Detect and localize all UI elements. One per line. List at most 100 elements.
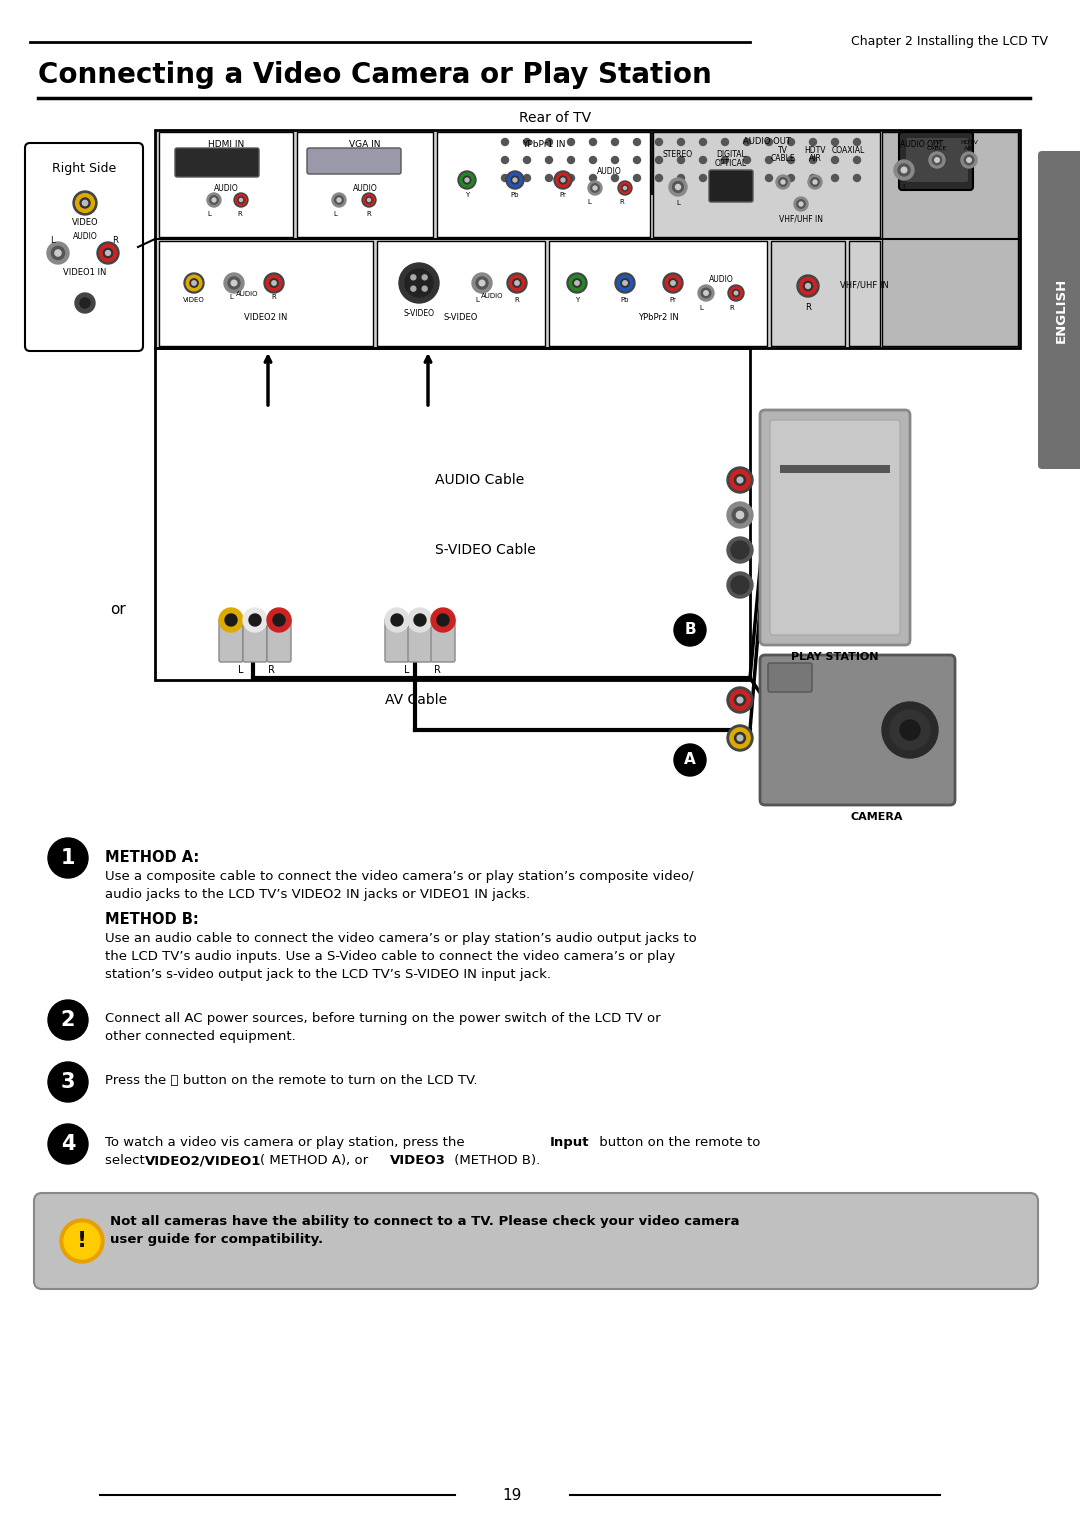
- Circle shape: [567, 138, 575, 146]
- Text: L: L: [699, 305, 703, 311]
- FancyBboxPatch shape: [175, 149, 259, 178]
- Text: To watch a video vis camera or play station, press the: To watch a video vis camera or play stat…: [105, 1137, 469, 1149]
- Circle shape: [853, 138, 861, 146]
- FancyBboxPatch shape: [159, 132, 293, 237]
- Circle shape: [545, 156, 553, 164]
- Circle shape: [545, 138, 553, 146]
- Circle shape: [721, 175, 729, 181]
- Text: CAMERA: CAMERA: [851, 812, 903, 823]
- Text: STEREO: STEREO: [663, 150, 693, 159]
- FancyBboxPatch shape: [549, 241, 767, 346]
- Circle shape: [590, 175, 596, 181]
- Circle shape: [405, 270, 433, 297]
- Text: R: R: [730, 305, 734, 311]
- Text: Right Side: Right Side: [52, 162, 117, 175]
- Circle shape: [721, 138, 729, 146]
- Circle shape: [48, 242, 69, 264]
- Text: R: R: [433, 665, 441, 676]
- Circle shape: [634, 138, 640, 146]
- Circle shape: [700, 175, 706, 181]
- Circle shape: [832, 175, 838, 181]
- Circle shape: [186, 276, 202, 291]
- Circle shape: [384, 608, 409, 633]
- Circle shape: [207, 193, 221, 207]
- Text: Use an audio cable to connect the video camera’s or play station’s audio output : Use an audio cable to connect the video …: [105, 931, 697, 945]
- Circle shape: [569, 276, 584, 291]
- Text: L: L: [676, 201, 680, 205]
- Circle shape: [738, 476, 743, 483]
- Text: R: R: [515, 297, 519, 303]
- Circle shape: [674, 614, 706, 647]
- Circle shape: [82, 201, 87, 205]
- Circle shape: [677, 138, 685, 146]
- Circle shape: [408, 608, 432, 633]
- Text: YPbPr1 IN: YPbPr1 IN: [522, 139, 565, 149]
- Text: R: R: [272, 294, 276, 300]
- Text: S-VIDEO: S-VIDEO: [444, 313, 478, 322]
- Text: Connecting a Video Camera or Play Station: Connecting a Video Camera or Play Statio…: [38, 61, 712, 89]
- Text: R: R: [268, 665, 274, 676]
- Text: YPbPr2 IN: YPbPr2 IN: [637, 313, 678, 322]
- Text: S-VIDEO Cable: S-VIDEO Cable: [435, 542, 536, 558]
- Text: VIDEO3: VIDEO3: [390, 1154, 446, 1167]
- FancyBboxPatch shape: [243, 617, 267, 662]
- Circle shape: [727, 725, 753, 751]
- Circle shape: [270, 279, 279, 286]
- Circle shape: [797, 199, 806, 208]
- Circle shape: [727, 538, 753, 562]
- Text: VGA IN: VGA IN: [349, 139, 381, 149]
- Circle shape: [623, 187, 626, 190]
- Text: Chapter 2 Installing the LCD TV: Chapter 2 Installing the LCD TV: [851, 35, 1048, 49]
- Text: 19: 19: [502, 1488, 522, 1503]
- Text: HDTV
AIR: HDTV AIR: [960, 139, 977, 150]
- Circle shape: [267, 608, 291, 633]
- Text: VIDEO1 IN: VIDEO1 IN: [64, 268, 107, 277]
- Circle shape: [811, 178, 820, 187]
- Circle shape: [611, 138, 619, 146]
- Circle shape: [501, 138, 509, 146]
- Circle shape: [734, 475, 745, 486]
- Circle shape: [731, 541, 750, 559]
- Text: B: B: [685, 622, 696, 637]
- Circle shape: [743, 138, 751, 146]
- Circle shape: [184, 273, 204, 293]
- Circle shape: [738, 735, 743, 741]
- Circle shape: [621, 279, 630, 286]
- Circle shape: [593, 185, 597, 190]
- FancyBboxPatch shape: [159, 241, 373, 346]
- Circle shape: [727, 467, 753, 493]
- Text: Rear of TV: Rear of TV: [518, 110, 591, 126]
- Text: S-VIDEO: S-VIDEO: [404, 309, 434, 319]
- Text: 2: 2: [60, 1010, 76, 1030]
- Circle shape: [559, 176, 567, 184]
- Circle shape: [210, 196, 218, 204]
- Circle shape: [620, 182, 631, 193]
- Circle shape: [219, 608, 243, 633]
- Circle shape: [515, 280, 519, 285]
- Circle shape: [554, 172, 572, 188]
- Circle shape: [410, 286, 416, 291]
- Text: ENGLISH: ENGLISH: [1054, 277, 1067, 343]
- Circle shape: [73, 192, 97, 214]
- FancyBboxPatch shape: [1038, 152, 1080, 469]
- Circle shape: [728, 285, 744, 300]
- Text: or: or: [110, 602, 125, 617]
- FancyBboxPatch shape: [431, 617, 455, 662]
- Text: R: R: [112, 236, 118, 245]
- Circle shape: [97, 242, 119, 264]
- FancyBboxPatch shape: [408, 617, 432, 662]
- Text: VIDEO: VIDEO: [184, 297, 205, 303]
- Text: AUDIO: AUDIO: [596, 167, 621, 176]
- Circle shape: [734, 732, 745, 743]
- FancyBboxPatch shape: [437, 132, 650, 237]
- Circle shape: [575, 280, 579, 285]
- Circle shape: [700, 156, 706, 164]
- Circle shape: [55, 250, 62, 256]
- Circle shape: [734, 694, 745, 705]
- Text: OPTICAL: OPTICAL: [715, 159, 747, 169]
- Text: AUDIO: AUDIO: [481, 293, 503, 299]
- Circle shape: [243, 608, 267, 633]
- Circle shape: [611, 175, 619, 181]
- Circle shape: [431, 608, 455, 633]
- Circle shape: [787, 175, 795, 181]
